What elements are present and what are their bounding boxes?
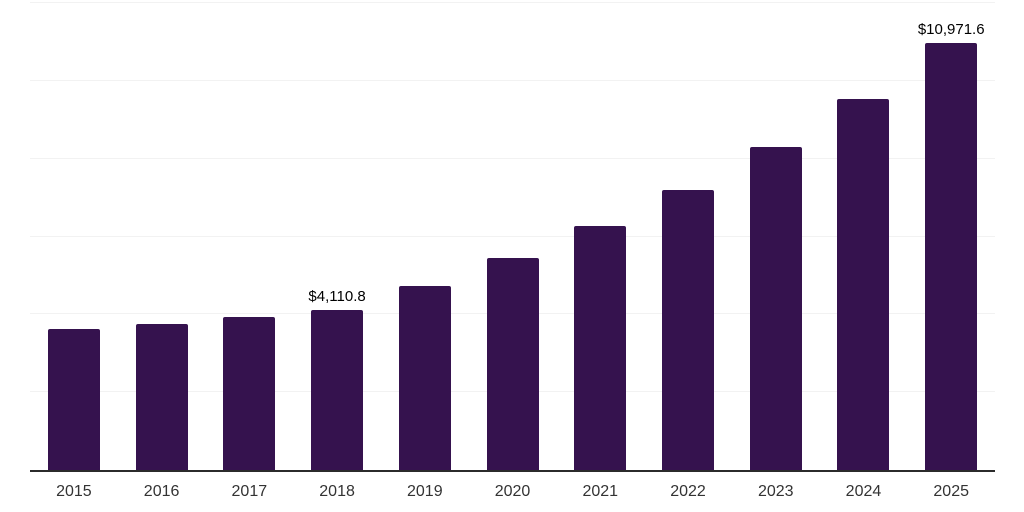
bar [574,226,627,470]
x-tick-label: 2022 [670,483,706,500]
gridline [30,235,995,237]
x-tick-label: 2023 [757,483,794,500]
bar-column-2020 [469,3,557,470]
bar-column-2018: $4,110.8 [293,3,381,470]
bar-column-2024 [820,3,908,470]
bar [486,258,539,470]
bar [662,189,714,470]
bar [311,310,364,470]
x-tick-label: 2015 [56,483,92,500]
bar-value-label: $10,971.6 [917,21,985,38]
x-tick-label: 2024 [845,483,882,500]
x-tick-label: 2016 [143,483,180,500]
x-tick-label: 2021 [582,483,619,500]
gridline [30,157,995,159]
bar-column-2021 [556,3,644,470]
bar [925,43,978,470]
x-axis-labels: 2015 2016 2017 2018 2019 2020 2021 2022 2023 2024… [30,482,995,502]
x-tick-label: 2020 [494,483,531,500]
bar-column-2023 [732,3,820,470]
bar-column-2019 [381,3,469,470]
bar-column-2025: $10,971.6 [907,3,995,470]
gridline [30,79,995,81]
plot-area: $4,110.8 $10,971.6 [30,2,995,472]
x-tick-label: 2017 [231,483,268,500]
bar-column-2015 [30,3,118,470]
gridline [30,2,995,3]
bar [135,323,188,470]
bar [47,329,100,470]
x-tick-label: 2019 [407,483,443,500]
bars-layer: $4,110.8 $10,971.6 [30,3,995,470]
bar [398,285,451,470]
bar [837,99,890,470]
bar [749,147,802,470]
bar-column-2016 [118,3,206,470]
bar [223,316,276,470]
bar-column-2017 [205,3,293,470]
bar-column-2022 [644,3,732,470]
bar-value-label: $4,110.8 [308,288,366,305]
x-tick-label: 2018 [319,483,355,500]
x-tick-label: 2025 [933,483,969,500]
